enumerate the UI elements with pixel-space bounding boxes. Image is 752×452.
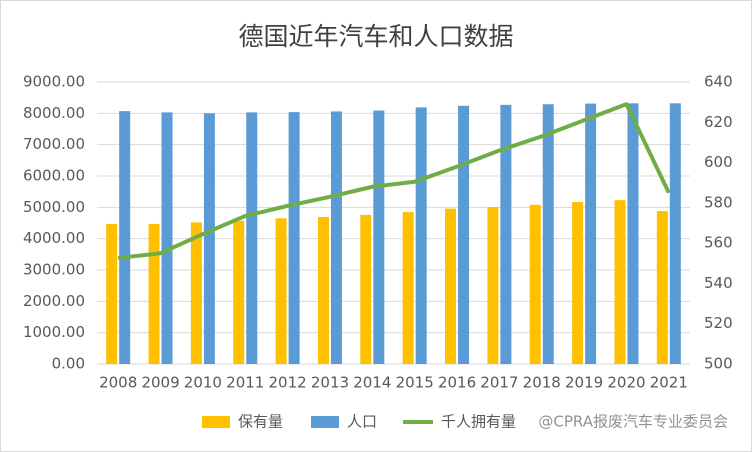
bar: [317, 217, 329, 364]
y2-tick-label: 500: [704, 355, 733, 373]
bar: [330, 111, 342, 364]
bar: [190, 222, 202, 364]
legend-label: 人口: [347, 413, 377, 431]
y2-tick-label: 580: [704, 193, 733, 211]
y-tick-label: 5000.00: [23, 198, 85, 216]
bar: [542, 104, 554, 364]
x-tick-label: 2008: [99, 374, 137, 392]
bar: [233, 220, 245, 364]
legend-swatch: [311, 416, 340, 428]
bar: [445, 208, 457, 364]
bar: [614, 200, 626, 364]
y2-tick-label: 540: [704, 274, 733, 292]
bar: [148, 223, 160, 364]
x-tick-label: 2019: [565, 374, 603, 392]
bar: [487, 207, 499, 364]
x-tick-label: 2015: [396, 374, 434, 392]
y-tick-label: 7000.00: [23, 135, 85, 153]
y2-tick-label: 600: [704, 153, 733, 171]
bar: [203, 113, 215, 364]
bar: [402, 212, 414, 364]
x-tick-label: 2017: [480, 374, 518, 392]
bar: [669, 103, 681, 364]
bar: [373, 110, 385, 364]
bar: [288, 112, 300, 364]
y-tick-label: 9000.00: [23, 73, 85, 91]
x-tick-label: 2013: [311, 374, 349, 392]
x-tick-label: 2014: [353, 374, 391, 392]
legend-swatch: [202, 416, 230, 428]
bar: [458, 105, 470, 365]
y-tick-label: 1000.00: [23, 323, 85, 341]
bar: [246, 112, 258, 364]
y-tick-label: 0.00: [52, 355, 85, 373]
legend-label: 千人拥有量: [441, 413, 516, 431]
y-tick-label: 4000.00: [23, 229, 85, 247]
y2-tick-label: 520: [704, 314, 733, 332]
x-tick-label: 2021: [650, 374, 688, 392]
line-series: [117, 102, 671, 261]
bar: [360, 214, 372, 364]
bar: [627, 103, 639, 364]
y2-tick-label: 560: [704, 234, 733, 252]
y2-tick-label: 620: [704, 113, 733, 131]
bar: [106, 223, 118, 364]
y-tick-label: 2000.00: [23, 292, 85, 310]
x-tick-label: 2016: [438, 374, 476, 392]
bar: [656, 211, 668, 364]
bar: [415, 107, 427, 364]
watermark: @CPRA报废汽车专业委员会: [538, 413, 728, 431]
bar: [275, 218, 287, 364]
chart-title: 德国近年汽车和人口数据: [238, 22, 513, 51]
bar: [585, 103, 597, 365]
x-tick-label: 2012: [269, 374, 307, 392]
x-tick-label: 2020: [607, 374, 645, 392]
y-tick-label: 8000.00: [23, 104, 85, 122]
bar: [119, 111, 131, 364]
bar: [572, 202, 584, 364]
y2-tick-label: 640: [704, 73, 733, 91]
bar: [161, 112, 173, 364]
legend-label: 保有量: [238, 413, 283, 431]
x-tick-label: 2011: [226, 374, 264, 392]
x-tick-label: 2018: [523, 374, 561, 392]
y-tick-label: 6000.00: [23, 167, 85, 185]
bar: [529, 204, 541, 364]
bar: [500, 104, 512, 364]
y-tick-label: 3000.00: [23, 261, 85, 279]
x-tick-label: 2010: [184, 374, 222, 392]
x-tick-label: 2009: [141, 374, 179, 392]
